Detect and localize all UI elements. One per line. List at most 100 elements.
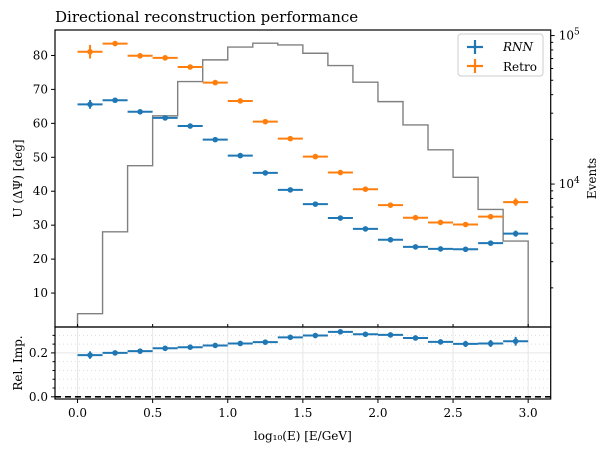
rel-imp-marker (387, 332, 394, 338)
retro-point (402, 214, 429, 221)
rnn-marker (512, 230, 519, 237)
rnn-marker (287, 187, 294, 193)
main-panel-series (77, 40, 529, 253)
main-y-tick-label: 10 (33, 286, 48, 300)
rnn-point (202, 136, 228, 143)
rel-imp-point (428, 339, 454, 345)
rel-imp-marker (462, 341, 469, 347)
x-tick-label: 1.0 (218, 406, 237, 420)
retro-point (252, 118, 278, 125)
retro-marker (387, 202, 394, 208)
retro-point (277, 135, 303, 142)
retro-point (503, 198, 529, 206)
rnn-point (302, 201, 328, 207)
legend-label-rnn: RNN (502, 40, 534, 54)
rel-imp-point (177, 344, 203, 350)
rnn-marker (237, 152, 244, 159)
main-y-tick-label: 20 (33, 252, 48, 266)
retro-marker (512, 199, 519, 205)
ratio-panel-series (77, 329, 529, 359)
rel-imp-point (503, 336, 529, 346)
rel-imp-marker (487, 340, 494, 347)
retro-point (127, 52, 153, 59)
rel-imp-point (227, 340, 253, 347)
rnn-marker (462, 246, 469, 253)
retro-marker (87, 48, 93, 55)
main-y-tick-label: 60 (33, 116, 48, 130)
rnn-marker (137, 109, 143, 115)
retro-point (77, 44, 103, 59)
rnn-point (277, 187, 303, 193)
rel-imp-marker (212, 342, 219, 349)
rnn-marker (387, 236, 394, 243)
rel-imp-marker (287, 334, 294, 341)
rel-imp-marker (187, 344, 193, 350)
main-y-tick-label: 40 (33, 184, 48, 198)
retro-marker (237, 98, 244, 104)
retro-point (428, 219, 454, 226)
rel-imp-point (352, 331, 378, 338)
retro-marker (312, 153, 319, 160)
retro-point (478, 213, 504, 220)
main-y-axis-label: U (ΔΨ) [deg] (11, 139, 25, 217)
rel-imp-point (77, 351, 103, 359)
main-y-tick-label: 80 (33, 48, 48, 62)
rel-imp-point (252, 339, 278, 345)
rel-imp-marker (362, 331, 369, 338)
main-y-tick-label: 30 (33, 218, 48, 232)
rel-imp-marker (87, 352, 93, 358)
retro-marker (162, 55, 168, 61)
retro-point (227, 98, 253, 104)
rnn-point (402, 244, 429, 250)
rel-imp-marker (337, 329, 344, 335)
retro-point (177, 64, 203, 70)
ratio-y-axis: 0.0 0.2 (29, 334, 55, 404)
events-histogram-line (76, 42, 529, 327)
rnn-point (377, 236, 403, 243)
rel-imp-marker (237, 340, 244, 347)
rnn-marker (162, 115, 168, 121)
retro-marker (362, 186, 369, 192)
rnn-marker (412, 244, 419, 250)
events-tick-label: 104 (559, 176, 580, 191)
rnn-point (478, 240, 504, 246)
rel-imp-marker (437, 339, 444, 345)
retro-marker (487, 213, 494, 220)
x-tick-label: 0.5 (143, 406, 162, 420)
retro-marker (287, 135, 294, 142)
rel-imp-point (127, 348, 153, 354)
legend-entry-retro: Retro (467, 59, 537, 74)
legend-label-retro: Retro (503, 60, 537, 74)
rnn-marker (487, 240, 494, 246)
retro-marker (212, 79, 219, 86)
rel-imp-marker (162, 345, 168, 352)
x-tick-label: 3.0 (519, 406, 538, 420)
retro-point (302, 153, 328, 160)
rnn-point (252, 170, 278, 176)
rel-imp-point (377, 332, 403, 338)
ratio-y-tick-label: 0.0 (29, 390, 48, 404)
x-tick-label: 1.5 (293, 406, 312, 420)
rnn-marker (337, 215, 344, 221)
rnn-marker (187, 123, 193, 129)
rnn-point (352, 226, 378, 232)
events-y-axis: 104 105 (550, 28, 580, 289)
x-tick-label: 0.0 (68, 406, 87, 420)
retro-marker (437, 219, 444, 226)
retro-marker (187, 64, 193, 70)
rnn-point (227, 152, 253, 159)
rel-imp-point (402, 335, 429, 341)
main-y-tick-label: 50 (33, 150, 48, 164)
rnn-marker (112, 97, 118, 104)
rnn-marker (362, 226, 369, 232)
rel-imp-marker (412, 335, 419, 341)
x-axis: 0.0 0.5 1.0 1.5 2.0 2.5 3.0 (68, 324, 538, 420)
retro-marker (337, 169, 344, 176)
retro-marker (462, 221, 469, 228)
rnn-marker (312, 201, 319, 207)
rel-imp-point (478, 339, 504, 347)
rel-imp-marker (262, 339, 269, 345)
rnn-point (177, 123, 203, 129)
main-y-axis: 10 20 30 40 50 60 70 80 (33, 48, 55, 300)
rnn-marker (437, 246, 444, 252)
